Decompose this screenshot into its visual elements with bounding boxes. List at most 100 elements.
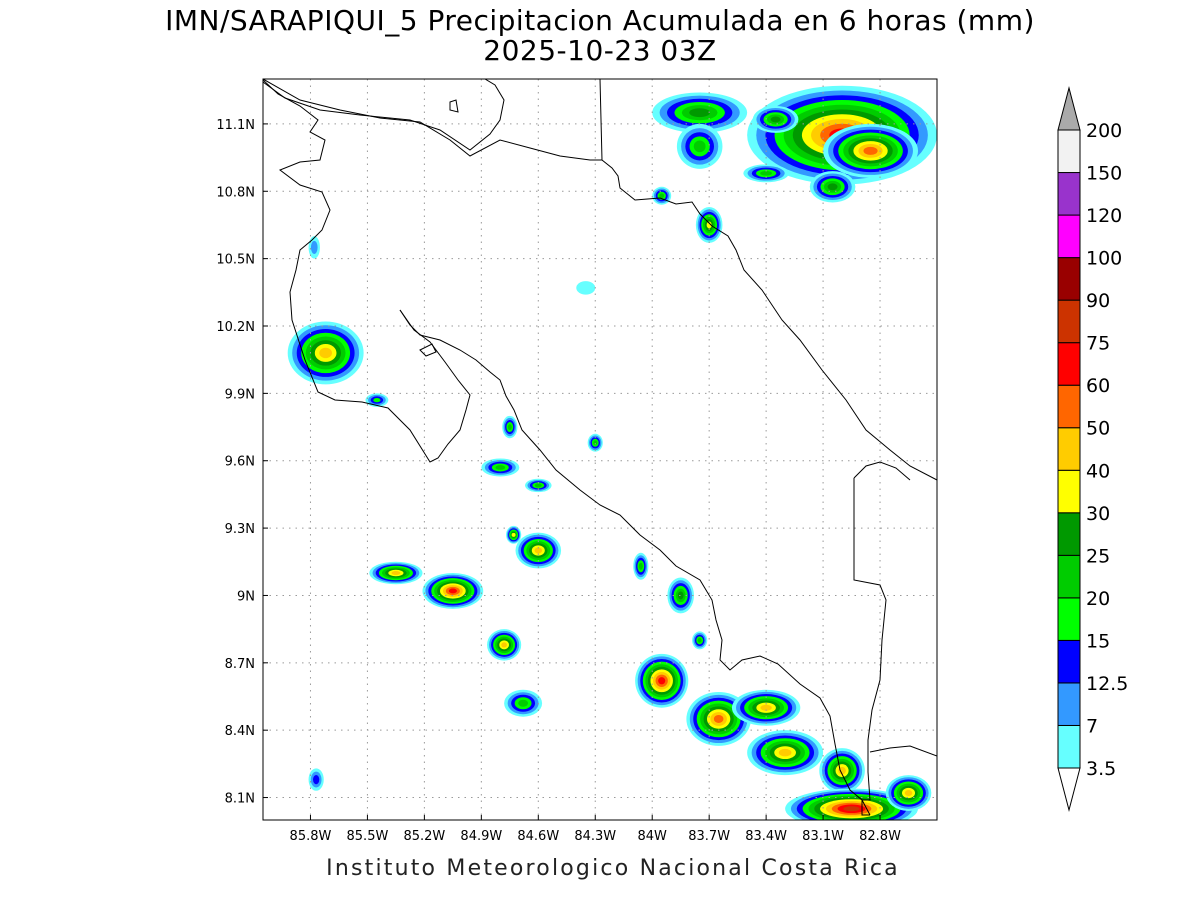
precip-cell [287, 321, 364, 385]
colorbar-label: 100 [1086, 248, 1122, 270]
lat-tick-label: 11.1N [216, 118, 255, 133]
precip-contour [501, 642, 507, 648]
precip-cell [819, 748, 865, 794]
colorbar-swatch [1057, 724, 1081, 769]
precip-contour [373, 397, 381, 403]
precip-contour [677, 591, 684, 600]
precip-cell [525, 478, 552, 493]
precip-cell [652, 92, 748, 133]
lat-tick-label: 9N [237, 589, 255, 604]
precip-contour [904, 790, 913, 797]
lat-tick-label: 10.2N [216, 320, 255, 335]
colorbar-swatch [1057, 257, 1081, 301]
colorbar-label: 150 [1086, 163, 1122, 185]
precip-contour [843, 806, 860, 812]
footer-credit: Instituto Meteorologico Nacional Costa R… [326, 856, 900, 881]
lat-tick-label: 8.1N [225, 792, 255, 807]
colorbar-swatch [1057, 427, 1081, 471]
precip-contour [778, 748, 792, 757]
colorbar-label: 60 [1086, 375, 1110, 397]
precip-contour [507, 424, 512, 430]
precip-contour [576, 281, 596, 295]
colorbar-swatch [1057, 342, 1081, 386]
precip-cell [731, 689, 801, 726]
precip-cell [369, 561, 423, 585]
lon-tick-label: 82.8W [859, 829, 901, 844]
lat-tick-label: 10.8N [216, 185, 255, 200]
lon-tick-label: 85.2W [403, 829, 445, 844]
precip-cell [504, 689, 543, 717]
precip-contour [313, 774, 320, 785]
colorbar-swatch [1057, 172, 1081, 216]
precip-contour [827, 183, 838, 191]
lat-tick-label: 8.4N [225, 724, 255, 739]
colorbar-label: 50 [1086, 418, 1110, 440]
precip-cell [667, 577, 694, 614]
lon-tick-label: 85.8W [290, 829, 332, 844]
lat-tick-label: 10.5N [216, 253, 255, 268]
colorbar-label: 25 [1086, 545, 1110, 567]
precip-contour [760, 704, 772, 711]
colorbar-label: 20 [1086, 588, 1110, 610]
precip-cell [809, 171, 856, 203]
colorbar-swatch [1057, 384, 1081, 429]
precip-contour [713, 714, 724, 723]
precip-contour [448, 588, 457, 594]
precip-cell [692, 631, 708, 650]
lon-tick-label: 83.4W [745, 829, 787, 844]
lon-tick-label: 83.7W [688, 829, 730, 844]
precip-contour [658, 677, 666, 685]
colorbar-swatch [1057, 214, 1081, 259]
precip-cell [587, 433, 603, 452]
precip-contour [659, 193, 665, 199]
precip-contour [319, 347, 332, 359]
precip-cell [308, 236, 320, 259]
precipitation-field [287, 85, 937, 820]
precip-cell [633, 552, 649, 580]
precip-contour [770, 116, 781, 123]
lon-tick-label: 83.1W [802, 829, 844, 844]
colorbar-label: 7 [1086, 715, 1098, 737]
lat-tick-label: 9.6N [225, 455, 255, 470]
precip-cell [422, 573, 484, 609]
colorbar-label: 40 [1086, 460, 1110, 482]
precip-cell [308, 768, 324, 791]
map-title: IMN/SARAPIQUI_5 Precipitacion Acumulada … [165, 4, 1035, 37]
colorbar-swatch [1057, 639, 1081, 684]
precip-contour [638, 562, 643, 570]
colorbar-swatch [1057, 682, 1081, 726]
colorbar-label: 75 [1086, 333, 1110, 355]
precip-contour [495, 465, 506, 470]
colorbar-swatch [1057, 597, 1081, 641]
coastline-borders [263, 79, 937, 816]
longitude-tick-labels: 85.8W 85.5W 85.2W 84.9W 84.6W 84.3W 84W 83.7W 83… [290, 815, 901, 844]
precip-cell [365, 393, 389, 407]
lon-tick-label: 84.9W [460, 829, 502, 844]
precip-cell [506, 525, 522, 544]
colorbar-swatch [1057, 469, 1081, 514]
precip-cell [676, 123, 723, 169]
precip-contour [760, 170, 773, 176]
colorbar-label: 15 [1086, 630, 1110, 652]
lon-tick-label: 84W [638, 829, 668, 844]
colorbar-swatch [1057, 554, 1081, 599]
precip-contour [706, 221, 712, 229]
lon-tick-label: 84.3W [574, 829, 616, 844]
map-subtitle-date: 2025-10-23 03Z [483, 34, 717, 67]
precip-contour [518, 699, 529, 707]
latitude-tick-labels: 11.1N 10.8N 10.5N 10.2N 9.9N 9.6N 9.3N 9N 8.7N 8.… [216, 118, 268, 807]
precip-cell [576, 281, 596, 295]
precip-cell [481, 458, 520, 477]
lat-tick-label: 9.3N [225, 522, 255, 537]
precip-cell [487, 629, 522, 661]
lat-lon-grid [263, 79, 937, 820]
precip-cell [743, 164, 789, 183]
precip-cell [515, 532, 562, 569]
precip-contour [693, 140, 706, 153]
precip-contour [534, 547, 543, 554]
precip-contour [697, 638, 702, 643]
colorbar-label: 120 [1086, 205, 1122, 227]
precip-contour [593, 440, 598, 446]
colorbar-under-arrow [1057, 767, 1081, 812]
